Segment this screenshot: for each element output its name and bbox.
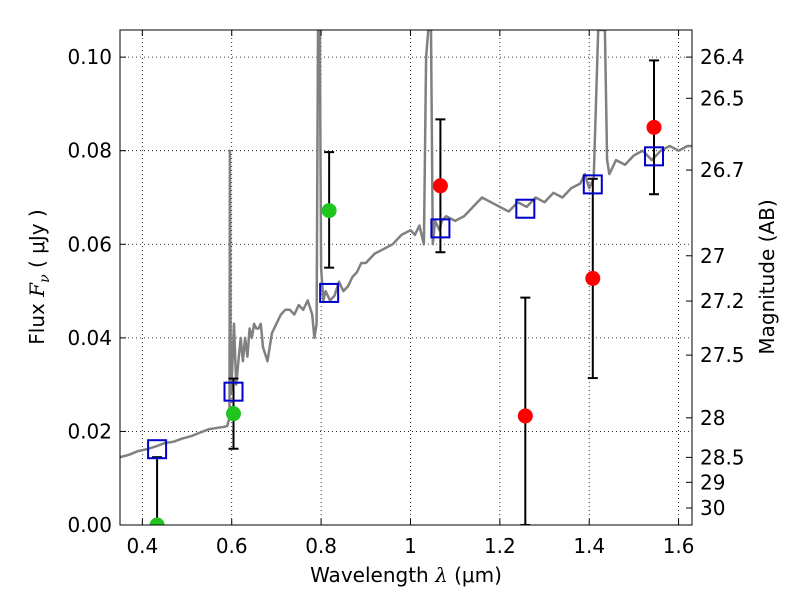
red-observed-point <box>585 270 601 286</box>
y2-tick-label: 27.2 <box>700 289 745 313</box>
y-tick-label: 0.00 <box>67 513 112 537</box>
red-observed-point <box>646 119 662 135</box>
synthetic-photometry-square <box>515 198 536 219</box>
y2-axis-label: Magnitude (AB) <box>755 199 779 354</box>
x-tick-label: 1.2 <box>484 534 516 558</box>
y-tick-label: 0.04 <box>67 326 112 350</box>
y2-tick-label: 28 <box>700 406 725 430</box>
synthetic-photometry-square <box>430 218 451 239</box>
axes: 0.4 0.6 0.8 1 1.2 1.4 1.6 0.00 0.02 0.04 0.06 0.08 0… <box>67 30 745 558</box>
y-axis-unit: ( μJy ) <box>25 209 49 268</box>
y-tick-label: 0.02 <box>67 419 112 443</box>
x-axis-label-text: Wavelength <box>310 563 429 587</box>
x-axis-symbol: λ <box>434 563 448 587</box>
synthetic-photometry-square <box>319 282 340 303</box>
red-observed-point <box>432 178 448 194</box>
green-observed-point <box>226 406 242 422</box>
x-axis-label: Wavelength λ (μm) <box>310 563 502 587</box>
synthetic-photometry-square <box>147 439 168 460</box>
x-tick-label: 1 <box>404 534 417 558</box>
green-observed-point <box>321 203 337 219</box>
y2-tick-label: 26.7 <box>700 158 745 182</box>
x-axis-unit: (μm) <box>454 563 502 587</box>
y2-tick-label: 26.4 <box>700 45 745 69</box>
y-tick-label: 0.06 <box>67 232 112 256</box>
y-axis-label: Flux Fν ( μJy ) <box>25 209 53 344</box>
y2-tick-label: 26.5 <box>700 86 745 110</box>
model-spectrum-line <box>120 30 692 459</box>
y-tick-label: 0.10 <box>67 45 112 69</box>
x-tick-label: 1.4 <box>573 534 605 558</box>
synthetic-photometry-square <box>582 174 603 195</box>
y2-tick-label: 27.5 <box>700 343 745 367</box>
y2-tick-label: 28.5 <box>700 445 745 469</box>
red-observed-point <box>517 408 533 424</box>
x-tick-label: 0.6 <box>216 534 248 558</box>
green-observed-point <box>149 517 165 525</box>
y-tick-label: 0.08 <box>67 139 112 163</box>
plot-series <box>120 30 692 525</box>
x-tick-label: 1.6 <box>663 534 695 558</box>
synthetic-photometry-square <box>644 146 665 167</box>
y-axis-subscript: ν <box>37 274 53 283</box>
y2-tick-label: 30 <box>700 496 725 520</box>
y2-tick-label: 27 <box>700 244 725 268</box>
synthetic-photometry-square <box>223 381 244 402</box>
x-tick-label: 0.8 <box>305 534 337 558</box>
y2-tick-label: 29 <box>700 470 725 494</box>
y-axis-symbol: F <box>25 282 49 298</box>
x-tick-label: 0.4 <box>126 534 158 558</box>
plot-frame <box>119 29 693 526</box>
y-axis-label-text: Flux <box>25 303 49 345</box>
